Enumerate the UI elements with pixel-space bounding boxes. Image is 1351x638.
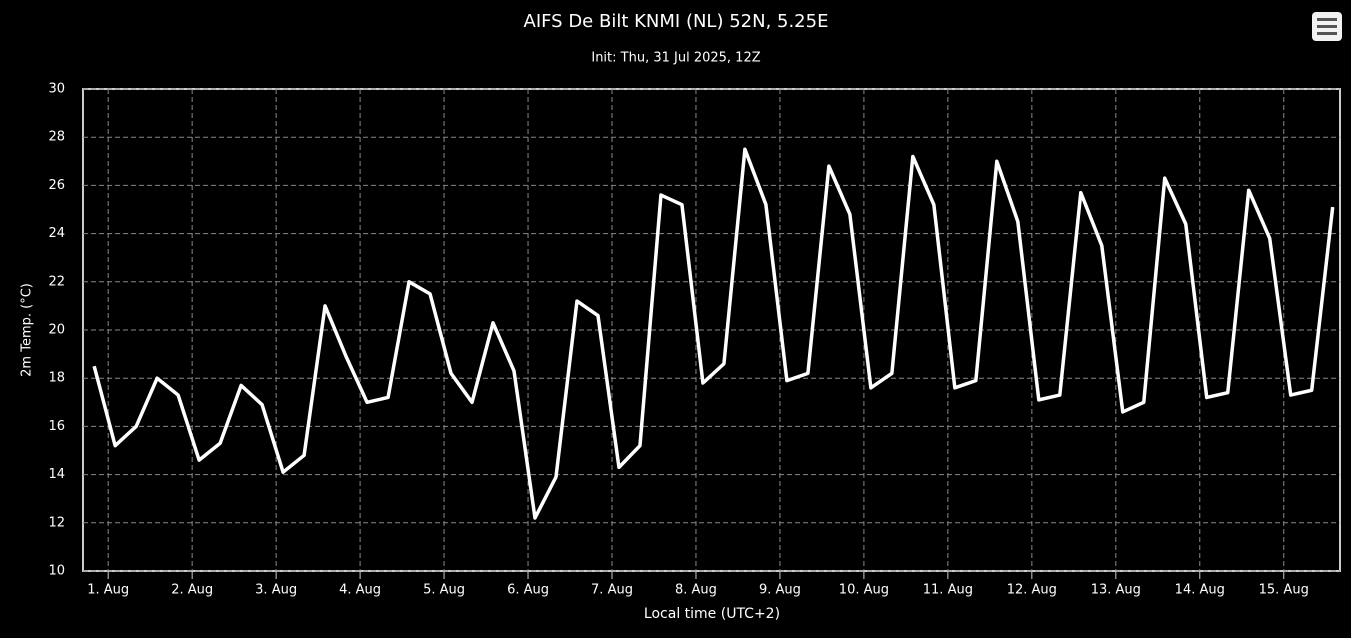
y-tick-label: 14 — [48, 467, 65, 482]
y-tick-label: 12 — [48, 515, 65, 530]
chart-subtitle: Init: Thu, 31 Jul 2025, 12Z — [591, 51, 760, 66]
x-tick-label: 12. Aug — [1007, 583, 1057, 598]
menu-bar — [1317, 25, 1337, 28]
y-tick-label: 16 — [48, 419, 65, 434]
x-tick-label: 10. Aug — [839, 583, 889, 598]
x-tick-label: 15. Aug — [1259, 583, 1309, 598]
x-tick-label: 9. Aug — [759, 583, 801, 598]
data-line — [92, 147, 1335, 520]
x-tick-label: 13. Aug — [1091, 583, 1141, 598]
x-tick-label: 7. Aug — [591, 583, 633, 598]
x-tick-label: 8. Aug — [675, 583, 717, 598]
menu-button[interactable] — [1312, 12, 1342, 41]
chart-title: AIFS De Bilt KNMI (NL) 52N, 5.25E — [524, 11, 829, 32]
x-tick-label: 1. Aug — [87, 583, 129, 598]
x-tick-label: 5. Aug — [423, 583, 465, 598]
x-tick-label: 6. Aug — [507, 583, 549, 598]
y-tick-label: 20 — [48, 323, 65, 338]
x-tick-label: 11. Aug — [923, 583, 973, 598]
x-axis-label: Local time (UTC+2) — [644, 606, 780, 622]
y-axis-label: 2m Temp. (°C) — [20, 283, 35, 377]
y-tick-label: 18 — [48, 371, 65, 386]
y-tick-label: 28 — [48, 130, 65, 145]
y-tick-label: 22 — [48, 274, 65, 289]
y-tick-label: 24 — [48, 226, 65, 241]
y-tick-label: 30 — [48, 82, 65, 97]
x-tick-label: 14. Aug — [1175, 583, 1225, 598]
menu-bar — [1317, 32, 1337, 35]
x-tick-label: 3. Aug — [255, 583, 297, 598]
y-tick-label: 26 — [48, 178, 65, 193]
menu-bar — [1317, 18, 1337, 21]
x-tick-label: 4. Aug — [339, 583, 381, 598]
x-tick-label: 2. Aug — [171, 583, 213, 598]
y-tick-label: 10 — [48, 564, 65, 579]
